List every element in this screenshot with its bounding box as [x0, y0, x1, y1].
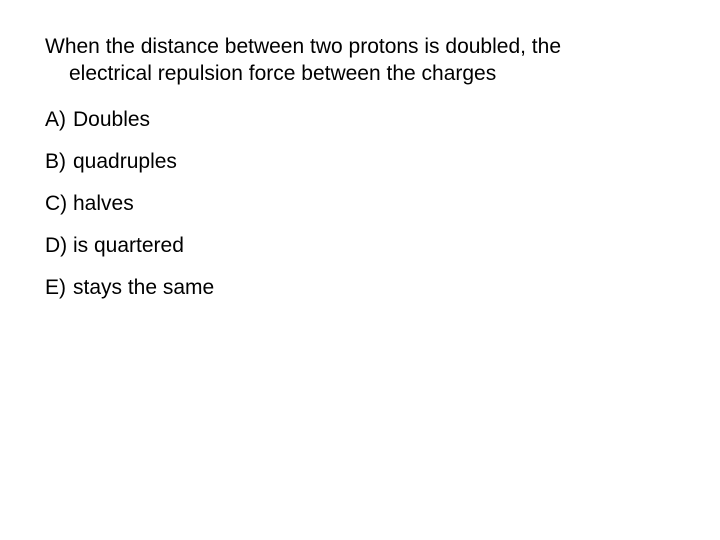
- question-line2: electrical repulsion force between the c…: [45, 60, 660, 87]
- option-label: B): [45, 150, 73, 174]
- option-c: C) halves: [45, 192, 660, 216]
- question-text: When the distance between two protons is…: [45, 33, 660, 88]
- option-label: D): [45, 234, 73, 258]
- option-a: A) Doubles: [45, 108, 660, 132]
- option-text: Doubles: [73, 108, 150, 132]
- option-b: B) quadruples: [45, 150, 660, 174]
- option-label: A): [45, 108, 73, 132]
- question-line1: When the distance between two protons is…: [45, 35, 561, 58]
- option-text: quadruples: [73, 150, 177, 174]
- option-d: D) is quartered: [45, 234, 660, 258]
- option-text: stays the same: [73, 276, 214, 300]
- option-text: halves: [73, 192, 134, 216]
- option-e: E) stays the same: [45, 276, 660, 300]
- option-label: E): [45, 276, 73, 300]
- option-label: C): [45, 192, 73, 216]
- option-text: is quartered: [73, 234, 184, 258]
